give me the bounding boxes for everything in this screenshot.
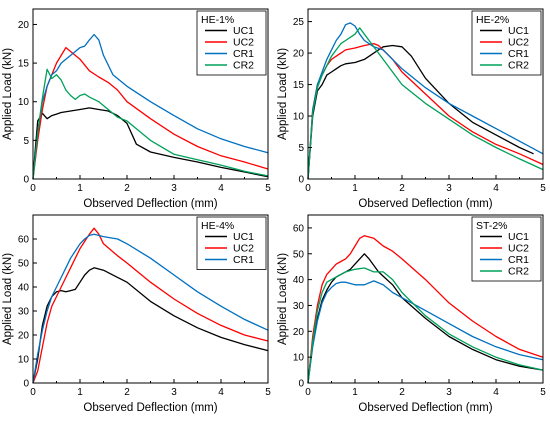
x-tick-label: 3 (446, 387, 452, 398)
y-tick-label: 30 (18, 307, 30, 318)
x-tick-label: 3 (171, 183, 177, 194)
x-tick-label: 0 (30, 387, 36, 398)
y-tick-label: 30 (293, 301, 305, 312)
x-tick-label: 0 (30, 183, 36, 194)
legend-label-cr2: CR2 (233, 60, 254, 72)
panel-label: HE-4% (201, 220, 234, 232)
chart-panel-1: 0 1 2 3 4 5 0 5 10 15 20 Observed Deflection (mm) Ap… (2, 8, 271, 210)
legend-label-cr1: CR1 (233, 48, 254, 60)
legend-box (196, 216, 267, 270)
series-line-uc1 (307, 44, 534, 180)
x-axis-label: Observed Deflection (mm) (358, 402, 492, 414)
y-tick-label: 50 (293, 249, 305, 260)
series-line-cr1 (32, 233, 269, 384)
series-line-uc2 (307, 235, 544, 384)
y-tick-label: 20 (18, 20, 30, 31)
series-line-cr2 (307, 267, 544, 384)
x-tick-label: 5 (265, 387, 271, 398)
y-tick-label: 10 (18, 355, 30, 366)
x-tick-label: 5 (540, 387, 546, 398)
series-line-cr1 (307, 280, 544, 384)
y-tick-label: 20 (293, 49, 305, 60)
x-tick-label: 1 (352, 387, 358, 398)
x-tick-label: 2 (124, 183, 130, 194)
y-tick-label: 60 (293, 223, 305, 234)
legend-label-uc1: UC1 (508, 25, 529, 37)
series-line-uc1 (307, 253, 544, 384)
x-tick-label: 3 (171, 387, 177, 398)
x-tick-label: 2 (399, 387, 405, 398)
legend-label-uc2: UC2 (233, 37, 254, 49)
x-tick-label: 2 (124, 387, 130, 398)
x-tick-label: 0 (305, 183, 311, 194)
x-tick-label: 2 (399, 183, 405, 194)
x-axis-label: Observed Deflection (mm) (83, 402, 217, 414)
legend-label-uc2: UC2 (508, 37, 529, 49)
legend-label-cr2: CR2 (508, 266, 529, 278)
y-tick-label: 15 (18, 59, 30, 70)
legend-label-cr1: CR1 (233, 254, 254, 266)
x-tick-label: 4 (218, 183, 224, 194)
y-tick-label: 40 (18, 283, 30, 294)
legend-label-uc1: UC1 (233, 231, 254, 243)
legend-label-cr1: CR1 (508, 254, 529, 266)
y-tick-label: 25 (293, 17, 305, 28)
series-line-cr1 (307, 22, 544, 180)
y-tick-label: 0 (23, 175, 29, 186)
x-tick-label: 0 (305, 387, 311, 398)
series-line-uc1 (32, 107, 269, 180)
y-tick-label: 5 (23, 136, 29, 147)
y-tick-label: 5 (298, 143, 304, 154)
y-tick-label: 10 (18, 97, 30, 108)
legend-label-uc2: UC2 (233, 243, 254, 255)
legend-label-uc1: UC1 (233, 25, 254, 37)
x-axis-label: Observed Deflection (mm) (358, 198, 492, 210)
y-tick-label: 15 (293, 80, 305, 91)
legend-label-uc2: UC2 (508, 243, 529, 255)
legend-label-cr2: CR2 (508, 60, 529, 72)
series-line-uc1 (32, 267, 269, 384)
series-line-cr2 (32, 68, 269, 180)
y-tick-label: 20 (18, 331, 30, 342)
x-tick-label: 1 (352, 183, 358, 194)
y-tick-label: 40 (293, 275, 305, 286)
chart-panel-2: 0 1 2 3 4 5 0 5 10 15 20 25 Observed Deflection (mm)… (277, 8, 546, 210)
y-tick-label: 20 (293, 327, 305, 338)
y-axis-label: Applied Load (kN) (2, 253, 14, 345)
y-tick-label: 0 (298, 379, 304, 390)
y-tick-label: 0 (23, 379, 29, 390)
y-axis-label: Applied Load (kN) (2, 48, 14, 140)
legend-label-cr1: CR1 (508, 48, 529, 60)
legend-label-uc1: UC1 (508, 231, 529, 243)
x-tick-label: 5 (265, 183, 271, 194)
x-tick-label: 1 (77, 387, 83, 398)
y-axis-label: Applied Load (kN) (277, 48, 289, 140)
x-tick-label: 3 (446, 183, 452, 194)
panel-label: HE-2% (476, 14, 509, 26)
y-tick-label: 50 (18, 259, 30, 270)
x-tick-label: 5 (540, 183, 546, 194)
y-axis-label: Applied Load (kN) (277, 253, 289, 345)
x-tick-label: 4 (218, 387, 224, 398)
panel-label: ST-2% (476, 220, 508, 232)
x-axis-label: Observed Deflection (mm) (83, 198, 217, 210)
series-line-cr2 (307, 27, 544, 180)
y-tick-label: 10 (293, 353, 305, 364)
y-tick-label: 10 (293, 112, 305, 123)
x-tick-label: 4 (493, 183, 499, 194)
y-tick-label: 0 (298, 175, 304, 186)
x-tick-label: 4 (493, 387, 499, 398)
y-tick-label: 60 (18, 235, 30, 246)
x-tick-label: 1 (77, 183, 83, 194)
panel-label: HE-1% (201, 14, 234, 26)
